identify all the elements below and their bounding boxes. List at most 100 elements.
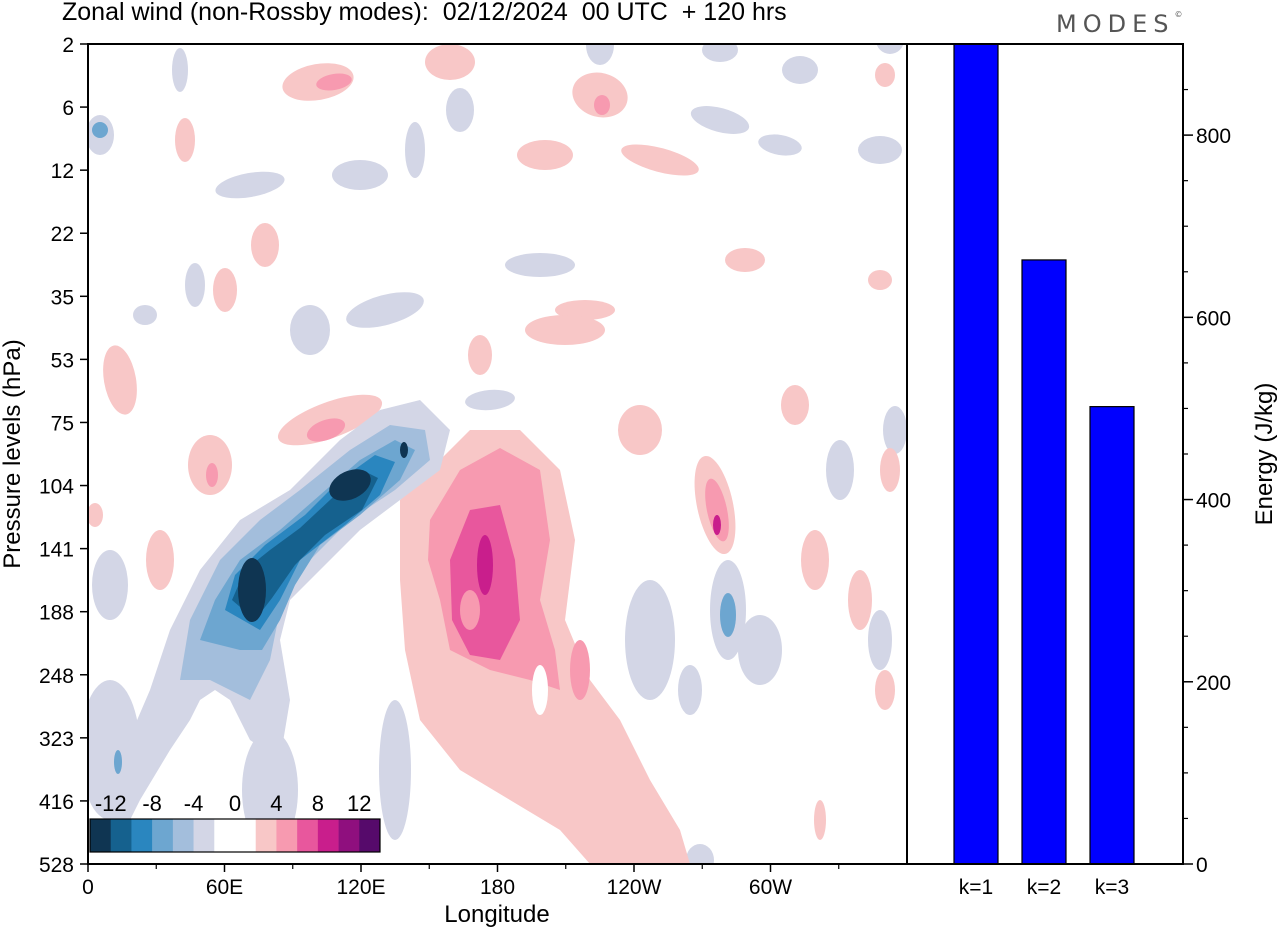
colorbar-label: 4	[270, 791, 282, 816]
y-tick-label: 22	[51, 223, 74, 246]
weak-negative-patch	[185, 263, 205, 307]
y-tick-label: 528	[39, 854, 74, 877]
weak-negative-patch	[92, 550, 128, 620]
weak-negative-patch	[883, 406, 907, 454]
weak-negative-patch	[586, 44, 614, 65]
eastern-negative-core	[720, 593, 736, 637]
weak-negative-patch	[782, 56, 818, 84]
energy-tick-label: 600	[1196, 307, 1231, 330]
y-tick-label: 323	[39, 728, 74, 751]
pressure-axis: 2 6 12 22 35 53 75 104 141 188 248 323 416 528	[39, 34, 88, 877]
colorbar-swatch	[110, 819, 132, 852]
weak-positive-patch	[848, 570, 872, 630]
energy-tick-label: 200	[1196, 672, 1231, 695]
colorbar-label: -4	[184, 791, 204, 816]
top-positive-core-2	[594, 95, 610, 115]
y-tick-label: 12	[51, 160, 74, 183]
weak-positive-patch	[868, 270, 892, 290]
positive-lobe	[570, 640, 590, 700]
y-tick-label: 2	[62, 34, 74, 57]
weak-positive-patch	[425, 44, 475, 80]
weak-positive-patch	[880, 448, 900, 492]
colorbar: -12 -8 -4 0 4 8 12	[89, 791, 381, 853]
weak-negative-patch	[868, 610, 892, 670]
heatmap-field	[88, 44, 907, 864]
positive-lobe-lower	[460, 590, 480, 630]
x-tick-label: 120E	[336, 876, 385, 899]
weak-positive-patch	[88, 503, 103, 527]
energy-bar	[1021, 259, 1067, 865]
mode-label: k=2	[1027, 876, 1061, 899]
y-tick-label: 248	[39, 665, 74, 688]
weak-positive-patch	[801, 530, 829, 590]
weak-negative-patch	[346, 292, 424, 328]
colorbar-label: 0	[229, 791, 241, 816]
weak-negative-patch	[690, 106, 750, 134]
weak-positive-patch	[572, 72, 628, 118]
y-tick-label: 53	[51, 349, 74, 372]
modes-logo: MODES©	[1056, 10, 1183, 38]
energy-tick-label: 400	[1196, 490, 1231, 513]
y-tick-label: 188	[39, 602, 74, 625]
mode-axis: k=1 k=2 k=3	[959, 876, 1129, 899]
colorbar-swatch	[338, 819, 360, 852]
weak-negative-patch	[133, 305, 157, 325]
weak-negative-patch	[625, 580, 675, 700]
y-axis-label: Pressure levels (hPa)	[0, 339, 26, 568]
weak-negative-patch	[332, 160, 388, 190]
negative-spot-2	[114, 750, 122, 774]
weak-positive-patch	[146, 530, 174, 590]
weak-positive-patch	[525, 315, 605, 345]
mode-label: k=1	[959, 876, 993, 899]
energy-tick-label: 800	[1196, 125, 1231, 148]
energy-axis-label: Energy (J/kg)	[1251, 383, 1278, 526]
negative-core-small	[400, 442, 408, 458]
negative-spot	[92, 122, 108, 138]
mode-label: k=3	[1095, 876, 1129, 899]
weak-negative-patch	[172, 48, 188, 92]
longitude-axis: 0 60E 120E 180 120W 60W	[82, 864, 840, 899]
weak-negative-patch	[465, 389, 515, 411]
colorbar-swatch	[152, 819, 174, 852]
colorbar-swatch	[297, 819, 319, 852]
weak-positive-patch	[555, 300, 615, 320]
top-positive-core	[316, 73, 352, 91]
x-tick-label: 120W	[607, 876, 662, 899]
weak-negative-patch	[702, 44, 738, 62]
weak-negative-patch	[858, 136, 902, 164]
weak-negative-patch	[290, 305, 330, 355]
colorbar-swatch	[131, 819, 153, 852]
y-tick-label: 416	[39, 791, 74, 814]
weak-positive-patch	[875, 63, 895, 87]
y-tick-label: 141	[39, 539, 74, 562]
eastern-positive-mid	[705, 478, 729, 542]
weak-negative-patch	[505, 253, 575, 277]
weak-positive-patch	[175, 118, 195, 162]
colorbar-swatch	[359, 819, 381, 852]
colorbar-swatch	[317, 819, 339, 852]
weak-positive-patch	[517, 140, 573, 170]
x-tick-label: 180	[480, 876, 515, 899]
small-positive-core	[206, 463, 218, 487]
negative-core-west	[238, 558, 266, 622]
upper-positive-core	[306, 418, 346, 442]
weak-negative-patch	[405, 122, 425, 178]
weak-positive-patch	[618, 405, 662, 455]
chart-title: Zonal wind (non-Rossby modes): 02/12/202…	[62, 0, 787, 26]
x-tick-label: 0	[82, 876, 94, 899]
negative-jet-4	[232, 470, 378, 620]
x-tick-label: 60E	[206, 876, 243, 899]
y-tick-label: 104	[39, 476, 74, 499]
weak-positive-patch	[103, 345, 137, 415]
energy-tick-label: 0	[1196, 854, 1208, 877]
colorbar-swatch	[214, 819, 236, 852]
colorbar-swatch	[255, 819, 277, 852]
weak-positive-patch	[621, 144, 699, 176]
weak-negative-patch	[758, 134, 802, 156]
negative-core-east	[329, 469, 371, 501]
weak-positive-patch	[213, 268, 237, 312]
weak-positive-patch	[725, 248, 765, 272]
x-tick-label: 60W	[749, 876, 792, 899]
colorbar-border	[89, 818, 381, 853]
colorbar-swatch	[172, 819, 194, 852]
